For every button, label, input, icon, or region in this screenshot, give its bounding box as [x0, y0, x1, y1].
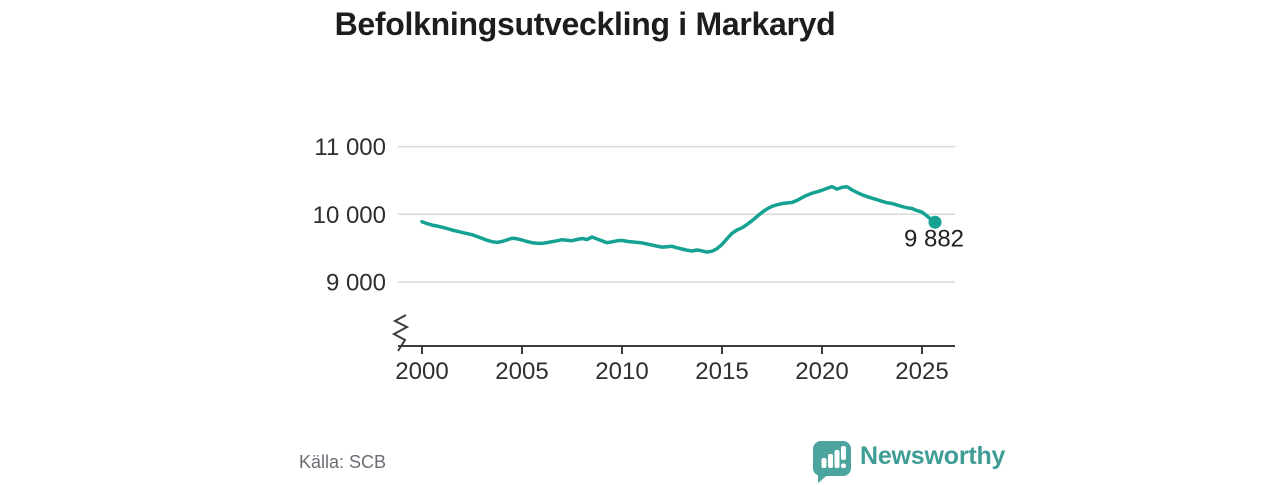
- chart-title: Befolkningsutveckling i Markaryd: [334, 6, 836, 42]
- x-axis-label-2025: 2025: [895, 358, 948, 385]
- logo-bar-3: [834, 450, 840, 468]
- y-axis-break-icon: [391, 314, 410, 352]
- newsworthy-wordmark: Newsworthy: [860, 442, 1006, 470]
- y-axis-label-9000: 9 000: [326, 270, 386, 297]
- end-point-marker: [928, 215, 942, 229]
- logo-exclamation-stem: [841, 446, 846, 460]
- x-axis-label-2015: 2015: [695, 358, 748, 385]
- logo-bubble-tail: [818, 467, 831, 483]
- newsworthy-brand: Newsworthy: [813, 441, 1005, 485]
- logo-bar-1: [821, 458, 827, 468]
- y-axis-label-11000: 11 000: [314, 134, 386, 161]
- x-axis-label-2020: 2020: [795, 358, 848, 385]
- newsworthy-logo-icon: [813, 441, 851, 483]
- x-axis-label-2000: 2000: [395, 358, 448, 385]
- end-value-label: 9 882: [904, 225, 964, 252]
- logo-exclamation-dot: [841, 463, 846, 468]
- x-axis-label-2010: 2010: [595, 358, 648, 385]
- source-note: Källa: SCB: [299, 452, 387, 472]
- x-axis-label-2005: 2005: [495, 358, 548, 385]
- y-axis-label-10000: 10 000: [313, 202, 386, 229]
- population-line: [420, 184, 937, 254]
- logo-bar-2: [828, 454, 833, 468]
